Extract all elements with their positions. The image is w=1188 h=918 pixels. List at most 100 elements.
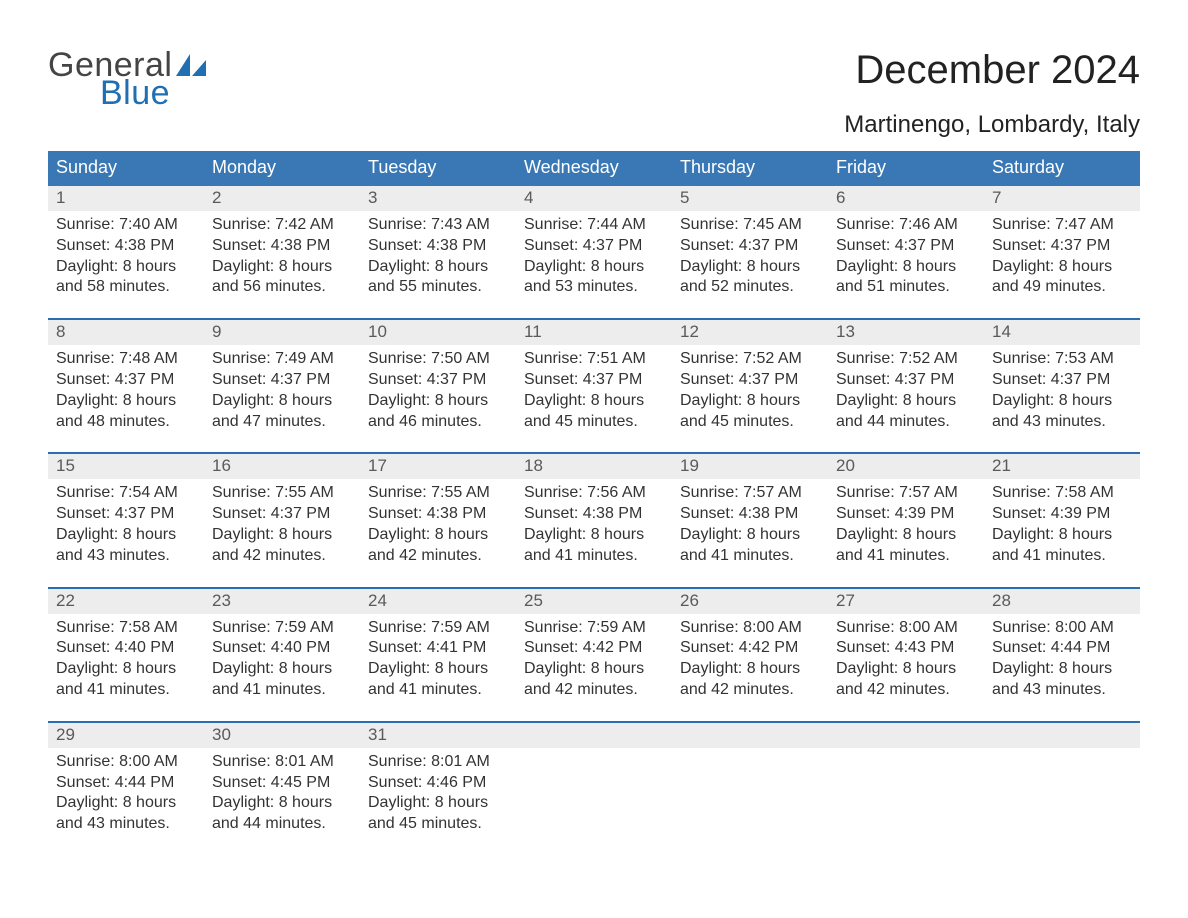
daylight-line: Daylight: 8 hours and 42 minutes.	[680, 659, 820, 701]
sunset-line: Sunset: 4:37 PM	[680, 370, 820, 391]
logo-sail-icon	[176, 54, 206, 76]
day-info-row: Sunrise: 7:58 AMSunset: 4:40 PMDaylight:…	[48, 614, 1140, 707]
calendar-week: 891011121314Sunrise: 7:48 AMSunset: 4:37…	[48, 318, 1140, 438]
day-number: 12	[672, 320, 828, 345]
day-number: 29	[48, 723, 204, 748]
daylight-line: Daylight: 8 hours and 58 minutes.	[56, 257, 196, 299]
day-info-row: Sunrise: 8:00 AMSunset: 4:44 PM Daylight:…	[48, 748, 1140, 841]
day-number: 22	[48, 589, 204, 614]
day-cell: Sunrise: 7:59 AMSunset: 4:41 PMDaylight:…	[360, 614, 516, 707]
daylight-line: Daylight: 8 hours and 53 minutes.	[524, 257, 664, 299]
sunset-line: Sunset: 4:42 PM	[680, 638, 820, 659]
day-cell: Sunrise: 7:58 AMSunset: 4:40 PMDaylight:…	[48, 614, 204, 707]
day-cell: Sunrise: 7:45 AMSunset: 4:37 PMDaylight:…	[672, 211, 828, 304]
calendar-week: 293031 Sunrise: 8:00 AMSunset: 4:44 PM Day…	[48, 721, 1140, 841]
day-cell	[516, 748, 672, 841]
sunset-line: Sunset: 4:37 PM	[212, 504, 352, 525]
sunset-line: Sunset: 4:38 PM	[212, 236, 352, 257]
sunrise-line: Sunrise: 8:01 AM	[212, 752, 352, 773]
sunset-line: Sunset: 4:44 PM	[992, 638, 1132, 659]
sunset-line: Sunset: 4:38 PM	[368, 504, 508, 525]
day-cell: Sunrise: 7:57 AMSunset: 4:38 PMDaylight:…	[672, 479, 828, 572]
sunset-line: Sunset: 4:40 PM	[212, 638, 352, 659]
sunset-line: Sunset: 4:37 PM	[368, 370, 508, 391]
day-number-row: 293031	[48, 723, 1140, 748]
daylight-line: Daylight: 8 hours and 49 minutes.	[992, 257, 1132, 299]
day-number: 7	[984, 186, 1140, 211]
sunset-line: Sunset: 4:46 PM	[368, 773, 508, 794]
day-number: 5	[672, 186, 828, 211]
day-cell: Sunrise: 7:42 AMSunset: 4:38 PMDaylight:…	[204, 211, 360, 304]
day-number: 6	[828, 186, 984, 211]
day-number	[984, 723, 1140, 748]
day-number: 11	[516, 320, 672, 345]
logo-word-blue: Blue	[100, 76, 206, 110]
day-number: 28	[984, 589, 1140, 614]
sunset-line: Sunset: 4:37 PM	[836, 236, 976, 257]
calendar-week: 15161718192021Sunrise: 7:54 AMSunset: 4:…	[48, 452, 1140, 572]
day-cell: Sunrise: 7:40 AMSunset: 4:38 PMDaylight:…	[48, 211, 204, 304]
day-number: 21	[984, 454, 1140, 479]
day-cell: Sunrise: 7:44 AMSunset: 4:37 PMDaylight:…	[516, 211, 672, 304]
daylight-line: Daylight: 8 hours and 41 minutes.	[212, 659, 352, 701]
sunrise-line: Sunrise: 7:59 AM	[524, 618, 664, 639]
sunrise-line: Sunrise: 7:51 AM	[524, 349, 664, 370]
daylight-line: Daylight: 8 hours and 41 minutes.	[836, 525, 976, 567]
day-cell: Sunrise: 7:56 AMSunset: 4:38 PMDaylight:…	[516, 479, 672, 572]
daylight-line: Daylight: 8 hours and 41 minutes.	[680, 525, 820, 567]
day-number: 23	[204, 589, 360, 614]
sunset-line: Sunset: 4:40 PM	[56, 638, 196, 659]
sunset-line: Sunset: 4:45 PM	[212, 773, 352, 794]
sunrise-line: Sunrise: 7:55 AM	[212, 483, 352, 504]
daylight-line: Daylight: 8 hours and 45 minutes.	[368, 793, 508, 835]
sunrise-line: Sunrise: 7:58 AM	[56, 618, 196, 639]
daylight-line: Daylight: 8 hours and 41 minutes.	[56, 659, 196, 701]
day-number: 27	[828, 589, 984, 614]
daylight-line: Daylight: 8 hours and 42 minutes.	[524, 659, 664, 701]
day-cell: Sunrise: 7:46 AMSunset: 4:37 PMDaylight:…	[828, 211, 984, 304]
sunset-line: Sunset: 4:37 PM	[680, 236, 820, 257]
sunrise-line: Sunrise: 7:40 AM	[56, 215, 196, 236]
sunrise-line: Sunrise: 7:49 AM	[212, 349, 352, 370]
sunrise-line: Sunrise: 7:44 AM	[524, 215, 664, 236]
day-cell: Sunrise: 8:01 AMSunset: 4:45 PMDaylight:…	[204, 748, 360, 841]
sunset-line: Sunset: 4:44 PM	[56, 773, 196, 794]
day-number: 30	[204, 723, 360, 748]
day-number: 14	[984, 320, 1140, 345]
day-number	[828, 723, 984, 748]
daylight-line: Daylight: 8 hours and 41 minutes.	[368, 659, 508, 701]
sunrise-line: Sunrise: 7:53 AM	[992, 349, 1132, 370]
dow-friday: Friday	[828, 151, 984, 186]
sunset-line: Sunset: 4:39 PM	[992, 504, 1132, 525]
dow-sunday: Sunday	[48, 151, 204, 186]
sunset-line: Sunset: 4:39 PM	[836, 504, 976, 525]
daylight-line: Daylight: 8 hours and 56 minutes.	[212, 257, 352, 299]
sunrise-line: Sunrise: 7:48 AM	[56, 349, 196, 370]
day-number	[672, 723, 828, 748]
sunset-line: Sunset: 4:37 PM	[836, 370, 976, 391]
sunset-line: Sunset: 4:37 PM	[992, 370, 1132, 391]
sunrise-line: Sunrise: 7:47 AM	[992, 215, 1132, 236]
day-number: 20	[828, 454, 984, 479]
daylight-line: Daylight: 8 hours and 55 minutes.	[368, 257, 508, 299]
day-number: 4	[516, 186, 672, 211]
day-cell: Sunrise: 7:43 AMSunset: 4:38 PMDaylight:…	[360, 211, 516, 304]
day-cell: Sunrise: 7:52 AMSunset: 4:37 PMDaylight:…	[672, 345, 828, 438]
page: General Blue December 2024 Martinengo, L…	[0, 0, 1188, 873]
daylight-line: Daylight: 8 hours and 42 minutes.	[368, 525, 508, 567]
sunrise-line: Sunrise: 8:00 AM	[56, 752, 196, 773]
day-number: 16	[204, 454, 360, 479]
dow-monday: Monday	[204, 151, 360, 186]
sunrise-line: Sunrise: 7:59 AM	[212, 618, 352, 639]
daylight-line: Daylight: 8 hours and 51 minutes.	[836, 257, 976, 299]
day-of-week-header: Sunday Monday Tuesday Wednesday Thursday…	[48, 151, 1140, 186]
sunrise-line: Sunrise: 7:42 AM	[212, 215, 352, 236]
sunset-line: Sunset: 4:37 PM	[524, 236, 664, 257]
sunset-line: Sunset: 4:38 PM	[680, 504, 820, 525]
day-cell: Sunrise: 7:48 AMSunset: 4:37 PMDaylight:…	[48, 345, 204, 438]
dow-wednesday: Wednesday	[516, 151, 672, 186]
day-number: 19	[672, 454, 828, 479]
sunset-line: Sunset: 4:43 PM	[836, 638, 976, 659]
dow-tuesday: Tuesday	[360, 151, 516, 186]
day-number: 18	[516, 454, 672, 479]
